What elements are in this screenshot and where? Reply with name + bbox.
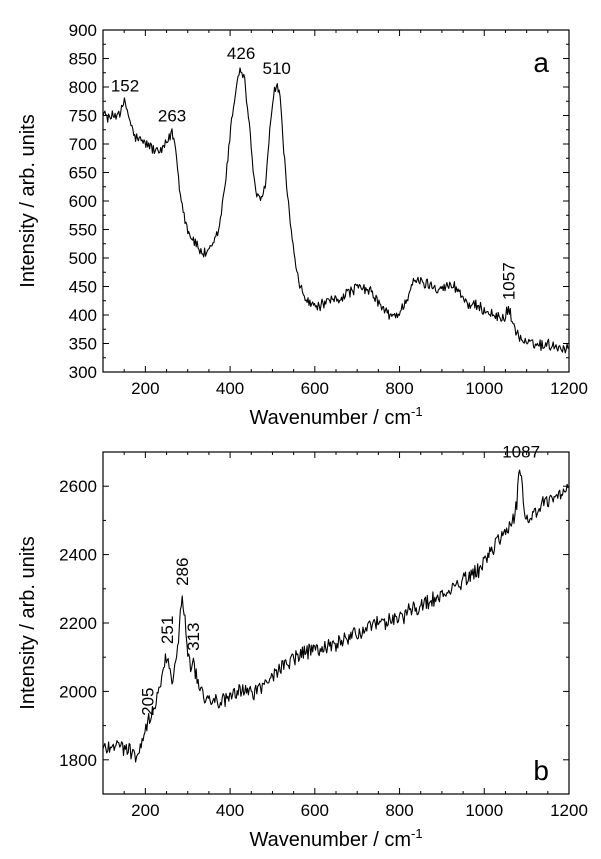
- peak-label: 286: [173, 558, 192, 586]
- x-axis-title: Wavenumber / cm-1: [249, 404, 422, 429]
- y-axis-title: Intensity / arb. units: [17, 114, 39, 287]
- y-tick-label: 2000: [59, 682, 97, 701]
- y-tick-label: 800: [69, 78, 97, 97]
- peak-label: 510: [263, 59, 291, 78]
- y-tick-label: 2600: [59, 477, 97, 496]
- peak-label: 1057: [499, 262, 518, 300]
- y-tick-label: 300: [69, 363, 97, 382]
- y-tick-label: 500: [69, 249, 97, 268]
- panel-letter: a: [533, 47, 549, 78]
- peak-label: 152: [111, 76, 139, 95]
- panel-b: 200 400 600 800 1000 1200 1800 2000 2200 2400 2600…: [17, 442, 588, 851]
- y-tick-label: 700: [69, 135, 97, 154]
- y-tick-label: 600: [69, 192, 97, 211]
- x-axis-title: Wavenumber / cm-1: [249, 826, 422, 851]
- y-tick-label: 350: [69, 335, 97, 354]
- y-tick-label: 850: [69, 50, 97, 69]
- peak-label: 313: [184, 623, 203, 651]
- x-tick-label: 400: [216, 379, 244, 398]
- y-tick-label: 450: [69, 278, 97, 297]
- x-tick-label: 400: [216, 801, 244, 820]
- y-tick-label: 900: [69, 21, 97, 40]
- x-tick-label: 1200: [550, 801, 588, 820]
- panel-a: 200 400 600 800 1000 1200 300 350 400 450 500 550 60…: [17, 21, 588, 429]
- x-tick-label: 600: [301, 801, 329, 820]
- spectrum-trace: [102, 67, 569, 354]
- peak-label: 426: [227, 44, 255, 63]
- x-tick-label: 200: [131, 379, 159, 398]
- peak-label: 263: [158, 106, 186, 125]
- x-tick-label: 800: [385, 801, 413, 820]
- spectrum-trace: [102, 469, 569, 763]
- x-tick-label: 200: [131, 801, 159, 820]
- plot-frame: [102, 29, 570, 373]
- y-tick-label: 400: [69, 306, 97, 325]
- x-tick-label: 800: [385, 379, 413, 398]
- panel-letter: b: [533, 755, 549, 786]
- x-tick-label: 1200: [550, 379, 588, 398]
- peak-label: 205: [138, 688, 157, 716]
- y-axis-title: Intensity / arb. units: [17, 536, 39, 709]
- peak-label: 251: [158, 616, 177, 644]
- y-tick-label: 650: [69, 164, 97, 183]
- x-tick-label: 1000: [465, 379, 503, 398]
- y-tick-label: 2200: [59, 614, 97, 633]
- y-tick-label: 750: [69, 107, 97, 126]
- y-tick-label: 550: [69, 221, 97, 240]
- peak-label: 1087: [502, 442, 540, 461]
- y-tick-label: 2400: [59, 546, 97, 565]
- y-tick-label: 1800: [59, 751, 97, 770]
- x-tick-label: 1000: [465, 801, 503, 820]
- x-tick-label: 600: [301, 379, 329, 398]
